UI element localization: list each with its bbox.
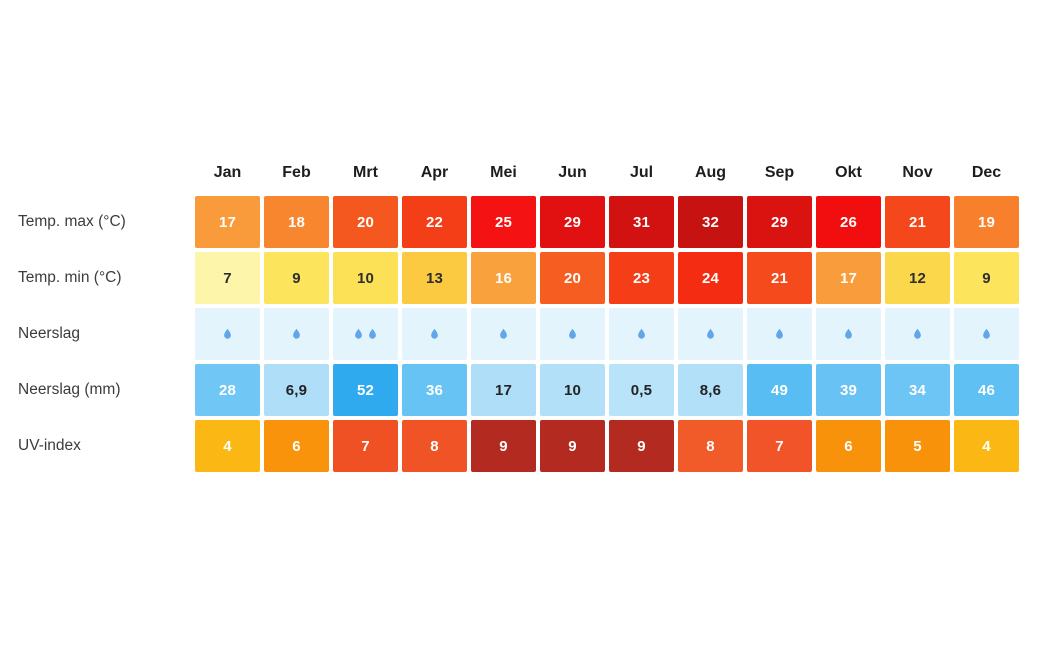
month-header-nov: Nov xyxy=(902,164,933,181)
raindrop-icon xyxy=(431,328,438,339)
cell-neerslag-mei xyxy=(471,308,536,360)
cell-neerslag-mm-sep: 49 xyxy=(747,364,812,416)
cell-neerslag-aug xyxy=(678,308,743,360)
cell-neerslag-okt xyxy=(816,308,881,360)
row-label-neerslag: Neerslag xyxy=(18,325,81,342)
raindrop-icon xyxy=(355,328,362,339)
cell-temp-min-c-sep: 21 xyxy=(747,252,812,304)
cell-temp-max-c-feb: 18 xyxy=(264,196,329,248)
cell-neerslag-mm-apr: 36 xyxy=(402,364,467,416)
cell-temp-min-c-aug: 24 xyxy=(678,252,743,304)
cell-temp-min-c-jul: 23 xyxy=(609,252,674,304)
row-label-temp-max-c: Temp. max (°C) xyxy=(18,213,126,230)
cell-uv-index-dec: 4 xyxy=(954,420,1019,472)
cell-neerslag-sep xyxy=(747,308,812,360)
cell-uv-index-okt: 6 xyxy=(816,420,881,472)
cell-temp-min-c-okt: 17 xyxy=(816,252,881,304)
cell-neerslag-jan xyxy=(195,308,260,360)
cell-neerslag-nov xyxy=(885,308,950,360)
cell-temp-min-c-dec: 9 xyxy=(954,252,1019,304)
cell-neerslag-jul xyxy=(609,308,674,360)
row-label-uv-index: UV-index xyxy=(18,437,81,454)
cell-neerslag-feb xyxy=(264,308,329,360)
raindrop-icon xyxy=(707,328,714,339)
cell-uv-index-jun: 9 xyxy=(540,420,605,472)
raindrop-icon xyxy=(914,328,921,339)
cell-neerslag-mm-dec: 46 xyxy=(954,364,1019,416)
raindrop-icon xyxy=(569,328,576,339)
cell-uv-index-mei: 9 xyxy=(471,420,536,472)
cell-temp-max-c-dec: 19 xyxy=(954,196,1019,248)
cell-neerslag-mm-feb: 6,9 xyxy=(264,364,329,416)
cell-temp-max-c-sep: 29 xyxy=(747,196,812,248)
cell-temp-max-c-nov: 21 xyxy=(885,196,950,248)
cell-uv-index-feb: 6 xyxy=(264,420,329,472)
climate-grid: Jan Feb Mrt Apr Mei Jun Jul Aug Sep Okt Nov Dec Temp… xyxy=(18,154,1019,472)
month-header-sep: Sep xyxy=(764,164,795,181)
raindrop-icon xyxy=(500,328,507,339)
month-header-mrt: Mrt xyxy=(353,164,378,181)
cell-temp-max-c-apr: 22 xyxy=(402,196,467,248)
cell-uv-index-sep: 7 xyxy=(747,420,812,472)
raindrop-icon xyxy=(845,328,852,339)
cell-uv-index-apr: 8 xyxy=(402,420,467,472)
cell-neerslag-mm-aug: 8,6 xyxy=(678,364,743,416)
cell-neerslag-mm-mrt: 52 xyxy=(333,364,398,416)
cell-uv-index-jan: 4 xyxy=(195,420,260,472)
cell-temp-min-c-nov: 12 xyxy=(885,252,950,304)
month-header-jun: Jun xyxy=(558,164,587,181)
table-corner-spacer xyxy=(18,154,191,192)
cell-neerslag-mm-jun: 10 xyxy=(540,364,605,416)
month-header-jul: Jul xyxy=(629,164,654,181)
raindrop-icon xyxy=(983,328,990,339)
cell-neerslag-apr xyxy=(402,308,467,360)
cell-temp-max-c-jul: 31 xyxy=(609,196,674,248)
month-header-aug: Aug xyxy=(694,164,727,181)
climate-table: Jan Feb Mrt Apr Mei Jun Jul Aug Sep Okt Nov Dec Temp… xyxy=(18,154,1019,472)
month-header-okt: Okt xyxy=(835,164,862,181)
cell-temp-min-c-feb: 9 xyxy=(264,252,329,304)
raindrop-icon xyxy=(638,328,645,339)
row-label-temp-min-c: Temp. min (°C) xyxy=(18,269,122,286)
cell-temp-min-c-jan: 7 xyxy=(195,252,260,304)
cell-neerslag-dec xyxy=(954,308,1019,360)
cell-neerslag-mm-okt: 39 xyxy=(816,364,881,416)
cell-uv-index-jul: 9 xyxy=(609,420,674,472)
cell-neerslag-jun xyxy=(540,308,605,360)
cell-temp-max-c-mrt: 20 xyxy=(333,196,398,248)
cell-temp-min-c-mei: 16 xyxy=(471,252,536,304)
cell-temp-min-c-jun: 20 xyxy=(540,252,605,304)
month-header-apr: Apr xyxy=(420,164,449,181)
month-header-feb: Feb xyxy=(282,164,311,181)
cell-neerslag-mrt xyxy=(333,308,398,360)
cell-temp-max-c-mei: 25 xyxy=(471,196,536,248)
cell-temp-max-c-okt: 26 xyxy=(816,196,881,248)
cell-neerslag-mm-nov: 34 xyxy=(885,364,950,416)
raindrop-icon xyxy=(776,328,783,339)
cell-temp-min-c-mrt: 10 xyxy=(333,252,398,304)
cell-neerslag-mm-mei: 17 xyxy=(471,364,536,416)
raindrop-icon xyxy=(224,328,231,339)
month-header-mei: Mei xyxy=(490,164,517,181)
cell-temp-max-c-jan: 17 xyxy=(195,196,260,248)
cell-neerslag-mm-jan: 28 xyxy=(195,364,260,416)
row-label-neerslag-mm: Neerslag (mm) xyxy=(18,381,121,398)
cell-temp-max-c-jun: 29 xyxy=(540,196,605,248)
raindrop-icon xyxy=(293,328,300,339)
cell-uv-index-nov: 5 xyxy=(885,420,950,472)
raindrop-icon xyxy=(369,328,376,339)
cell-uv-index-mrt: 7 xyxy=(333,420,398,472)
cell-temp-max-c-aug: 32 xyxy=(678,196,743,248)
month-header-dec: Dec xyxy=(971,164,1002,181)
cell-neerslag-mm-jul: 0,5 xyxy=(609,364,674,416)
cell-uv-index-aug: 8 xyxy=(678,420,743,472)
month-header-jan: Jan xyxy=(213,164,242,181)
cell-temp-min-c-apr: 13 xyxy=(402,252,467,304)
